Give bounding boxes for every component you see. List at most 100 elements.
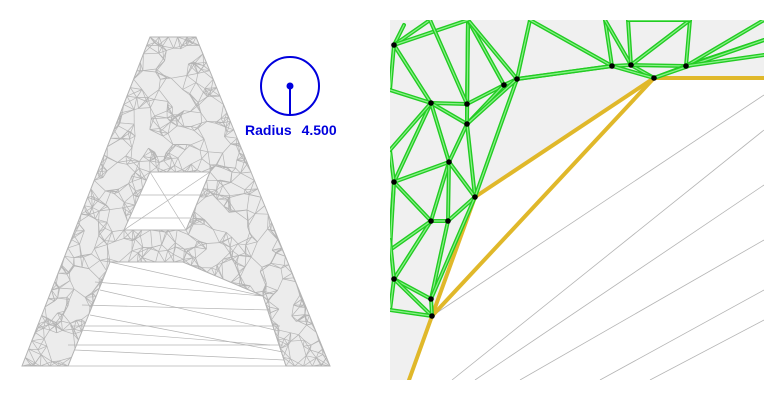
mesh-edge-1550 <box>34 323 39 333</box>
radius-control[interactable]: Radius 4.500 <box>245 56 337 138</box>
mesh-edge-126 <box>230 172 241 183</box>
mesh-edge-599 <box>190 122 202 127</box>
mesh-edge-1481 <box>299 298 303 308</box>
mesh-edge-73 <box>226 121 231 133</box>
mesh-edge-693 <box>196 158 203 171</box>
mesh-edge-1352 <box>174 165 177 173</box>
mesh-edge-112 <box>221 256 232 264</box>
mesh-edge-1154 <box>238 152 245 162</box>
mesh-edge-1578 <box>103 146 108 156</box>
mesh-edge-1006 <box>154 158 160 163</box>
delaunay-edge-52 <box>390 308 434 318</box>
mesh-edge-586 <box>44 300 55 308</box>
mesh-edge-753 <box>122 202 125 208</box>
delaunay-edge-25 <box>684 20 692 68</box>
mesh-edge-1628 <box>167 229 176 243</box>
mesh-edge-649 <box>43 324 49 329</box>
mesh-edge-1099 <box>177 149 186 159</box>
mesh-edge-479 <box>126 164 136 173</box>
delaunay-edge-60 <box>428 20 469 106</box>
mesh-edge-926 <box>245 241 258 246</box>
mesh-edge-1552 <box>38 321 46 325</box>
mesh-edge-834 <box>34 332 45 340</box>
mesh-edge-1399 <box>298 324 307 335</box>
mesh-edge-968 <box>190 257 194 266</box>
mesh-edge-496 <box>216 189 220 196</box>
mesh-edge-351 <box>303 346 307 356</box>
mesh-edge-1312 <box>58 356 72 362</box>
mesh-edge-1343 <box>83 256 90 269</box>
mesh-edge-1503 <box>265 304 270 314</box>
vertex-h <box>609 63 615 69</box>
mesh-edge-1488 <box>305 355 313 367</box>
mesh-edge-289 <box>136 97 139 109</box>
mesh-edge-1355 <box>214 264 218 276</box>
mesh-edge-567 <box>229 250 234 254</box>
mesh-edge-328 <box>161 244 169 251</box>
mesh-edge-1171 <box>62 305 69 315</box>
mesh-edge-160 <box>98 270 107 280</box>
mesh-edge-1239 <box>204 88 210 96</box>
mesh-edge-1428 <box>91 207 96 219</box>
mesh-edge-701 <box>183 257 193 260</box>
mesh-edge-868 <box>31 340 39 350</box>
mesh-edge-1079 <box>99 260 107 271</box>
mesh-edge-403 <box>203 92 208 97</box>
mesh-edge-1508 <box>230 282 242 285</box>
mesh-edge-135 <box>61 321 63 331</box>
vertex-p <box>472 194 478 200</box>
mesh-edge-1059 <box>235 211 249 221</box>
mesh-edge-1624 <box>185 221 190 231</box>
delaunay-edge-55 <box>390 101 433 152</box>
delaunay-edge-34 <box>392 160 451 184</box>
mesh-edge-1090 <box>35 362 41 367</box>
mesh-edge-1077 <box>99 258 108 261</box>
mesh-edge-1289 <box>131 172 136 182</box>
mesh-edge-298 <box>196 219 205 225</box>
mesh-edge-1198 <box>123 238 136 240</box>
vertex-k <box>683 63 689 69</box>
mesh-edge-189 <box>199 139 205 151</box>
mesh-edge-682 <box>142 247 149 249</box>
mesh-edge-1329 <box>321 364 331 367</box>
mesh-edge-187 <box>199 150 203 159</box>
mesh-edge-1046 <box>244 180 255 190</box>
mesh-edge-1310 <box>58 360 69 367</box>
mesh-edge-806 <box>133 124 136 137</box>
mesh-edge-442 <box>64 255 74 259</box>
mesh-edge-1432 <box>146 36 151 46</box>
mesh-edge-691 <box>201 158 211 166</box>
mesh-edge-1303 <box>106 258 109 271</box>
mesh-edge-1306 <box>318 348 324 353</box>
mesh-edge-1001 <box>142 70 156 73</box>
mesh-edge-320 <box>106 162 118 172</box>
mesh-edge-1147 <box>177 36 181 49</box>
mesh-edge-1374 <box>267 228 278 240</box>
mesh-edge-1583 <box>107 137 123 148</box>
mesh-edge-340 <box>132 188 143 195</box>
mesh-edge-1375 <box>267 214 269 229</box>
mesh-edge-860 <box>293 295 301 306</box>
mesh-edge-1015 <box>190 163 194 173</box>
mesh-edge-825 <box>185 229 189 235</box>
delaunay-edge-45 <box>429 219 450 301</box>
mesh-edge-1223 <box>163 152 170 161</box>
delaunay-edge-29 <box>629 20 692 67</box>
mesh-edge-1631 <box>159 229 162 245</box>
mesh-edge-755 <box>122 207 132 214</box>
mesh-edge-697 <box>79 244 81 257</box>
radius-center-dot[interactable] <box>286 82 294 90</box>
mesh-edge-921 <box>57 267 62 274</box>
mesh-edge-1386 <box>279 329 291 334</box>
mesh-edge-1490 <box>303 357 317 367</box>
mesh-edge-1505 <box>246 288 256 293</box>
mesh-edge-358 <box>105 190 112 205</box>
mesh-edge-109 <box>216 262 222 266</box>
mesh-edge-39 <box>297 320 307 326</box>
mesh-edge-1074 <box>190 257 196 266</box>
mesh-edge-1195 <box>219 179 224 186</box>
mesh-edge-1317 <box>229 237 233 248</box>
mesh-edge-1541 <box>51 361 69 367</box>
mesh-edge-1418 <box>165 144 174 154</box>
mesh-edge-1564 <box>67 235 75 249</box>
